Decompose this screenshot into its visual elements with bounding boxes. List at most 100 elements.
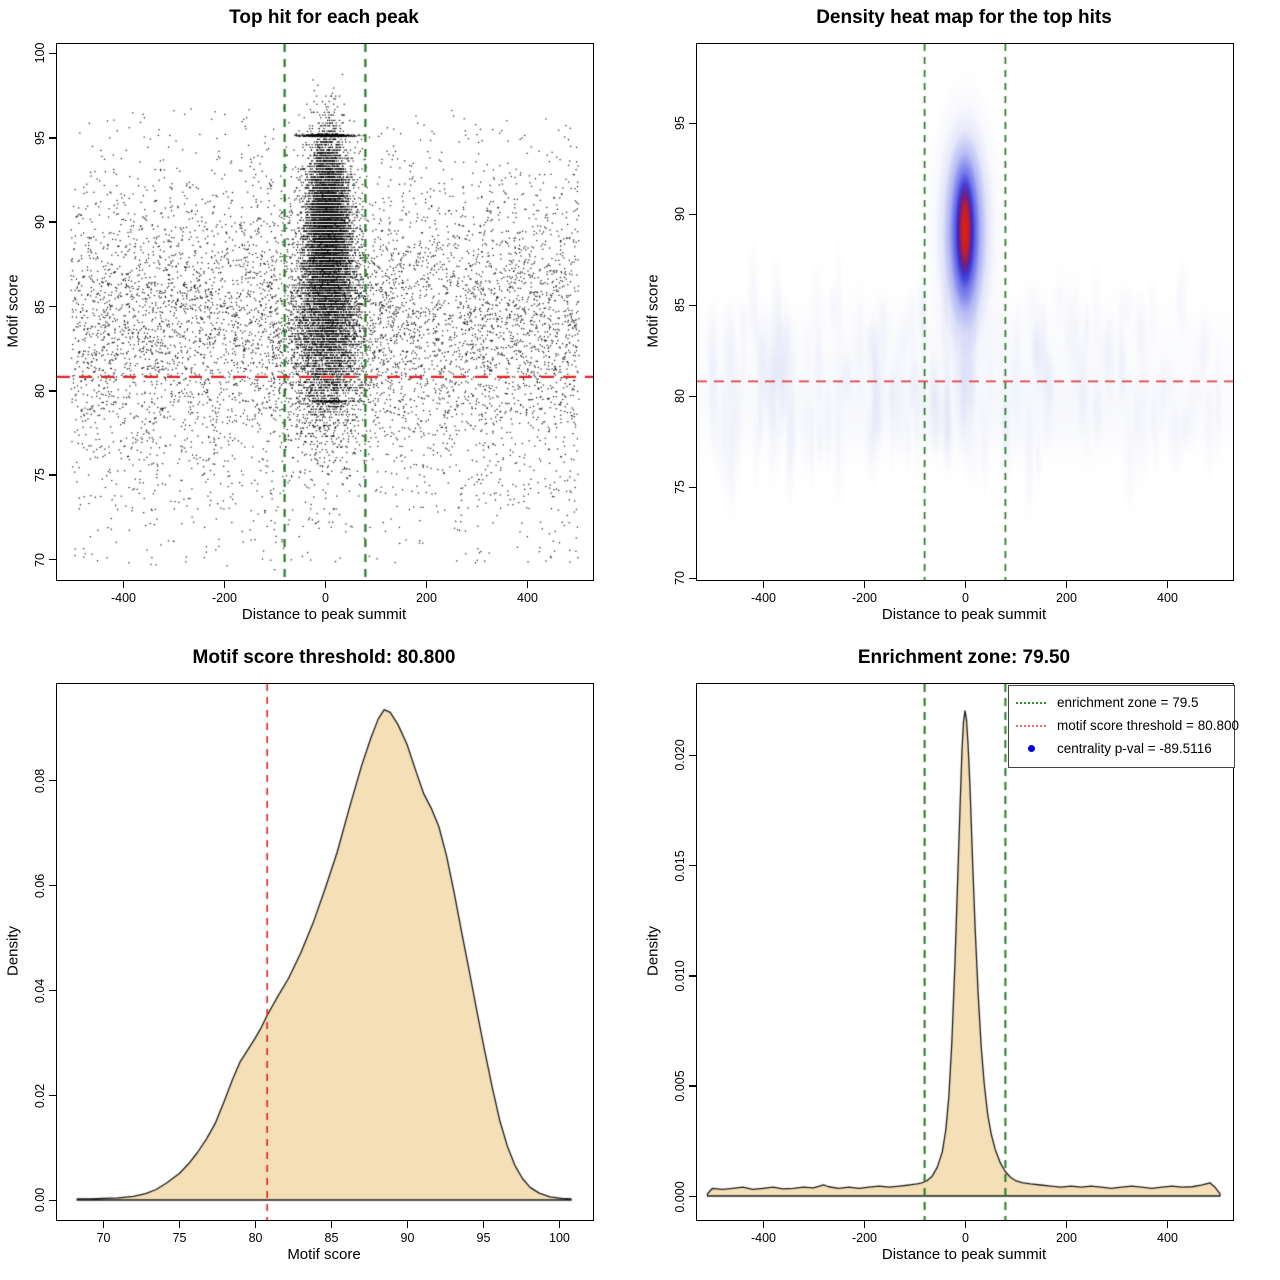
panel-top-hits-scatter: Top hit for each peak Motif score Distan… — [0, 0, 640, 640]
x-tick-label: 200 — [416, 591, 437, 605]
legend-label: motif score threshold = 80.800 — [1057, 718, 1239, 733]
x-tick-mark — [762, 581, 765, 588]
x-axis-title: Distance to peak summit — [241, 606, 407, 623]
x-tick-mark — [223, 581, 226, 588]
y-tick-mark — [49, 989, 56, 992]
panel-title: Density heat map for the top hits — [816, 7, 1112, 28]
x-tick-mark — [324, 581, 327, 588]
density-curve-canvas — [697, 684, 1233, 1220]
y-tick-mark — [689, 864, 696, 867]
x-tick-mark — [863, 1221, 866, 1228]
y-tick-label: 75 — [673, 480, 687, 495]
x-tick-label: 95 — [476, 1231, 491, 1245]
x-tick-mark — [254, 1221, 257, 1228]
y-tick-label: 85 — [33, 299, 47, 314]
y-axis-title-wrap: Density — [644, 683, 662, 1219]
x-tick-label: 400 — [1157, 1231, 1178, 1245]
panel-summit-distance-density: Enrichment zone: 79.50 Density enrichmen… — [640, 640, 1280, 1280]
y-tick-mark — [49, 558, 56, 561]
x-tick-label: 0 — [962, 591, 969, 605]
y-tick-mark — [689, 1195, 696, 1198]
y-tick-label: 0.00 — [33, 1188, 47, 1213]
x-tick-label: -400 — [750, 1231, 777, 1245]
y-tick-label: 0.02 — [33, 1083, 47, 1108]
panel-title: Motif score threshold: 80.800 — [192, 647, 456, 668]
y-tick-label: 95 — [33, 130, 47, 145]
panel-title: Top hit for each peak — [229, 7, 419, 28]
x-tick-mark — [330, 1221, 333, 1228]
x-tick-label: -400 — [750, 591, 777, 605]
x-tick-mark — [1065, 581, 1068, 588]
y-tick-label: 100 — [33, 43, 47, 64]
plot-area — [56, 43, 594, 581]
legend-item-motif-score-threshold: motif score threshold = 80.800 — [1011, 714, 1239, 737]
y-tick-mark — [689, 213, 696, 216]
y-tick-label: 0.06 — [33, 873, 47, 898]
y-tick-mark — [49, 1094, 56, 1097]
x-tick-mark — [122, 581, 125, 588]
x-tick-label: -200 — [851, 591, 878, 605]
y-tick-label: 85 — [673, 298, 687, 313]
plot-area — [696, 43, 1234, 581]
x-tick-mark — [1065, 1221, 1068, 1228]
legend-item-enrichment-zone: enrichment zone = 79.5 — [1011, 691, 1230, 714]
x-tick-mark — [1166, 1221, 1169, 1228]
x-tick-mark — [1166, 581, 1169, 588]
panel-motif-score-density: Motif score threshold: 80.800 Density Mo… — [0, 640, 640, 1280]
x-tick-mark — [558, 1221, 561, 1228]
x-tick-label: 400 — [1157, 591, 1178, 605]
y-axis-title-wrap: Density — [4, 683, 22, 1219]
x-tick-mark — [178, 1221, 181, 1228]
y-tick-mark — [49, 52, 56, 55]
panel-title: Enrichment zone: 79.50 — [857, 647, 1071, 668]
x-tick-mark — [406, 1221, 409, 1228]
red-dotted-line-icon — [1011, 724, 1051, 727]
x-tick-label: 0 — [322, 591, 329, 605]
x-tick-label: 200 — [1056, 591, 1077, 605]
y-tick-label: 80 — [673, 389, 687, 404]
green-dotted-line-icon — [1011, 701, 1051, 704]
y-axis-title: Motif score — [644, 274, 662, 348]
x-tick-mark — [964, 581, 967, 588]
x-tick-label: 80 — [248, 1231, 263, 1245]
y-tick-mark — [49, 221, 56, 223]
y-tick-mark — [49, 1199, 56, 1202]
y-tick-label: 80 — [33, 383, 47, 398]
y-tick-label: 0.08 — [33, 768, 47, 793]
x-tick-label: 75 — [172, 1231, 187, 1245]
y-tick-mark — [689, 486, 696, 489]
x-tick-label: 400 — [517, 591, 538, 605]
x-tick-label: 85 — [324, 1231, 339, 1245]
y-tick-label: 70 — [673, 571, 687, 586]
x-tick-mark — [425, 581, 428, 588]
heatmap-canvas — [697, 44, 1233, 580]
y-tick-mark — [49, 884, 56, 887]
x-tick-mark — [863, 581, 866, 588]
y-tick-label: 0.010 — [673, 960, 687, 992]
x-tick-label: -200 — [851, 1231, 878, 1245]
scatter-plot-canvas — [57, 44, 593, 580]
y-tick-label: 90 — [673, 207, 687, 222]
y-tick-mark — [49, 779, 56, 782]
y-tick-label: 0.015 — [673, 850, 687, 882]
y-tick-mark — [689, 395, 696, 398]
y-tick-mark — [49, 474, 56, 476]
y-tick-label: 0.005 — [673, 1070, 687, 1102]
x-tick-label: 90 — [400, 1231, 415, 1245]
y-tick-mark — [689, 1085, 696, 1087]
y-tick-mark — [49, 305, 56, 308]
y-tick-label: 75 — [33, 468, 47, 483]
x-tick-mark — [482, 1221, 485, 1228]
plot-area — [56, 683, 594, 1221]
x-tick-label: 70 — [96, 1231, 111, 1245]
y-tick-mark — [689, 975, 696, 977]
x-tick-mark — [964, 1221, 967, 1228]
x-tick-label: -400 — [110, 591, 137, 605]
y-tick-label: 90 — [33, 215, 47, 230]
x-tick-label: 100 — [549, 1231, 570, 1245]
y-tick-label: 0.04 — [33, 978, 47, 1003]
density-curve-canvas — [57, 684, 593, 1220]
x-axis-title: Motif score — [287, 1246, 361, 1263]
y-axis-title: Density — [4, 925, 22, 977]
x-tick-label: 0 — [962, 1231, 969, 1245]
